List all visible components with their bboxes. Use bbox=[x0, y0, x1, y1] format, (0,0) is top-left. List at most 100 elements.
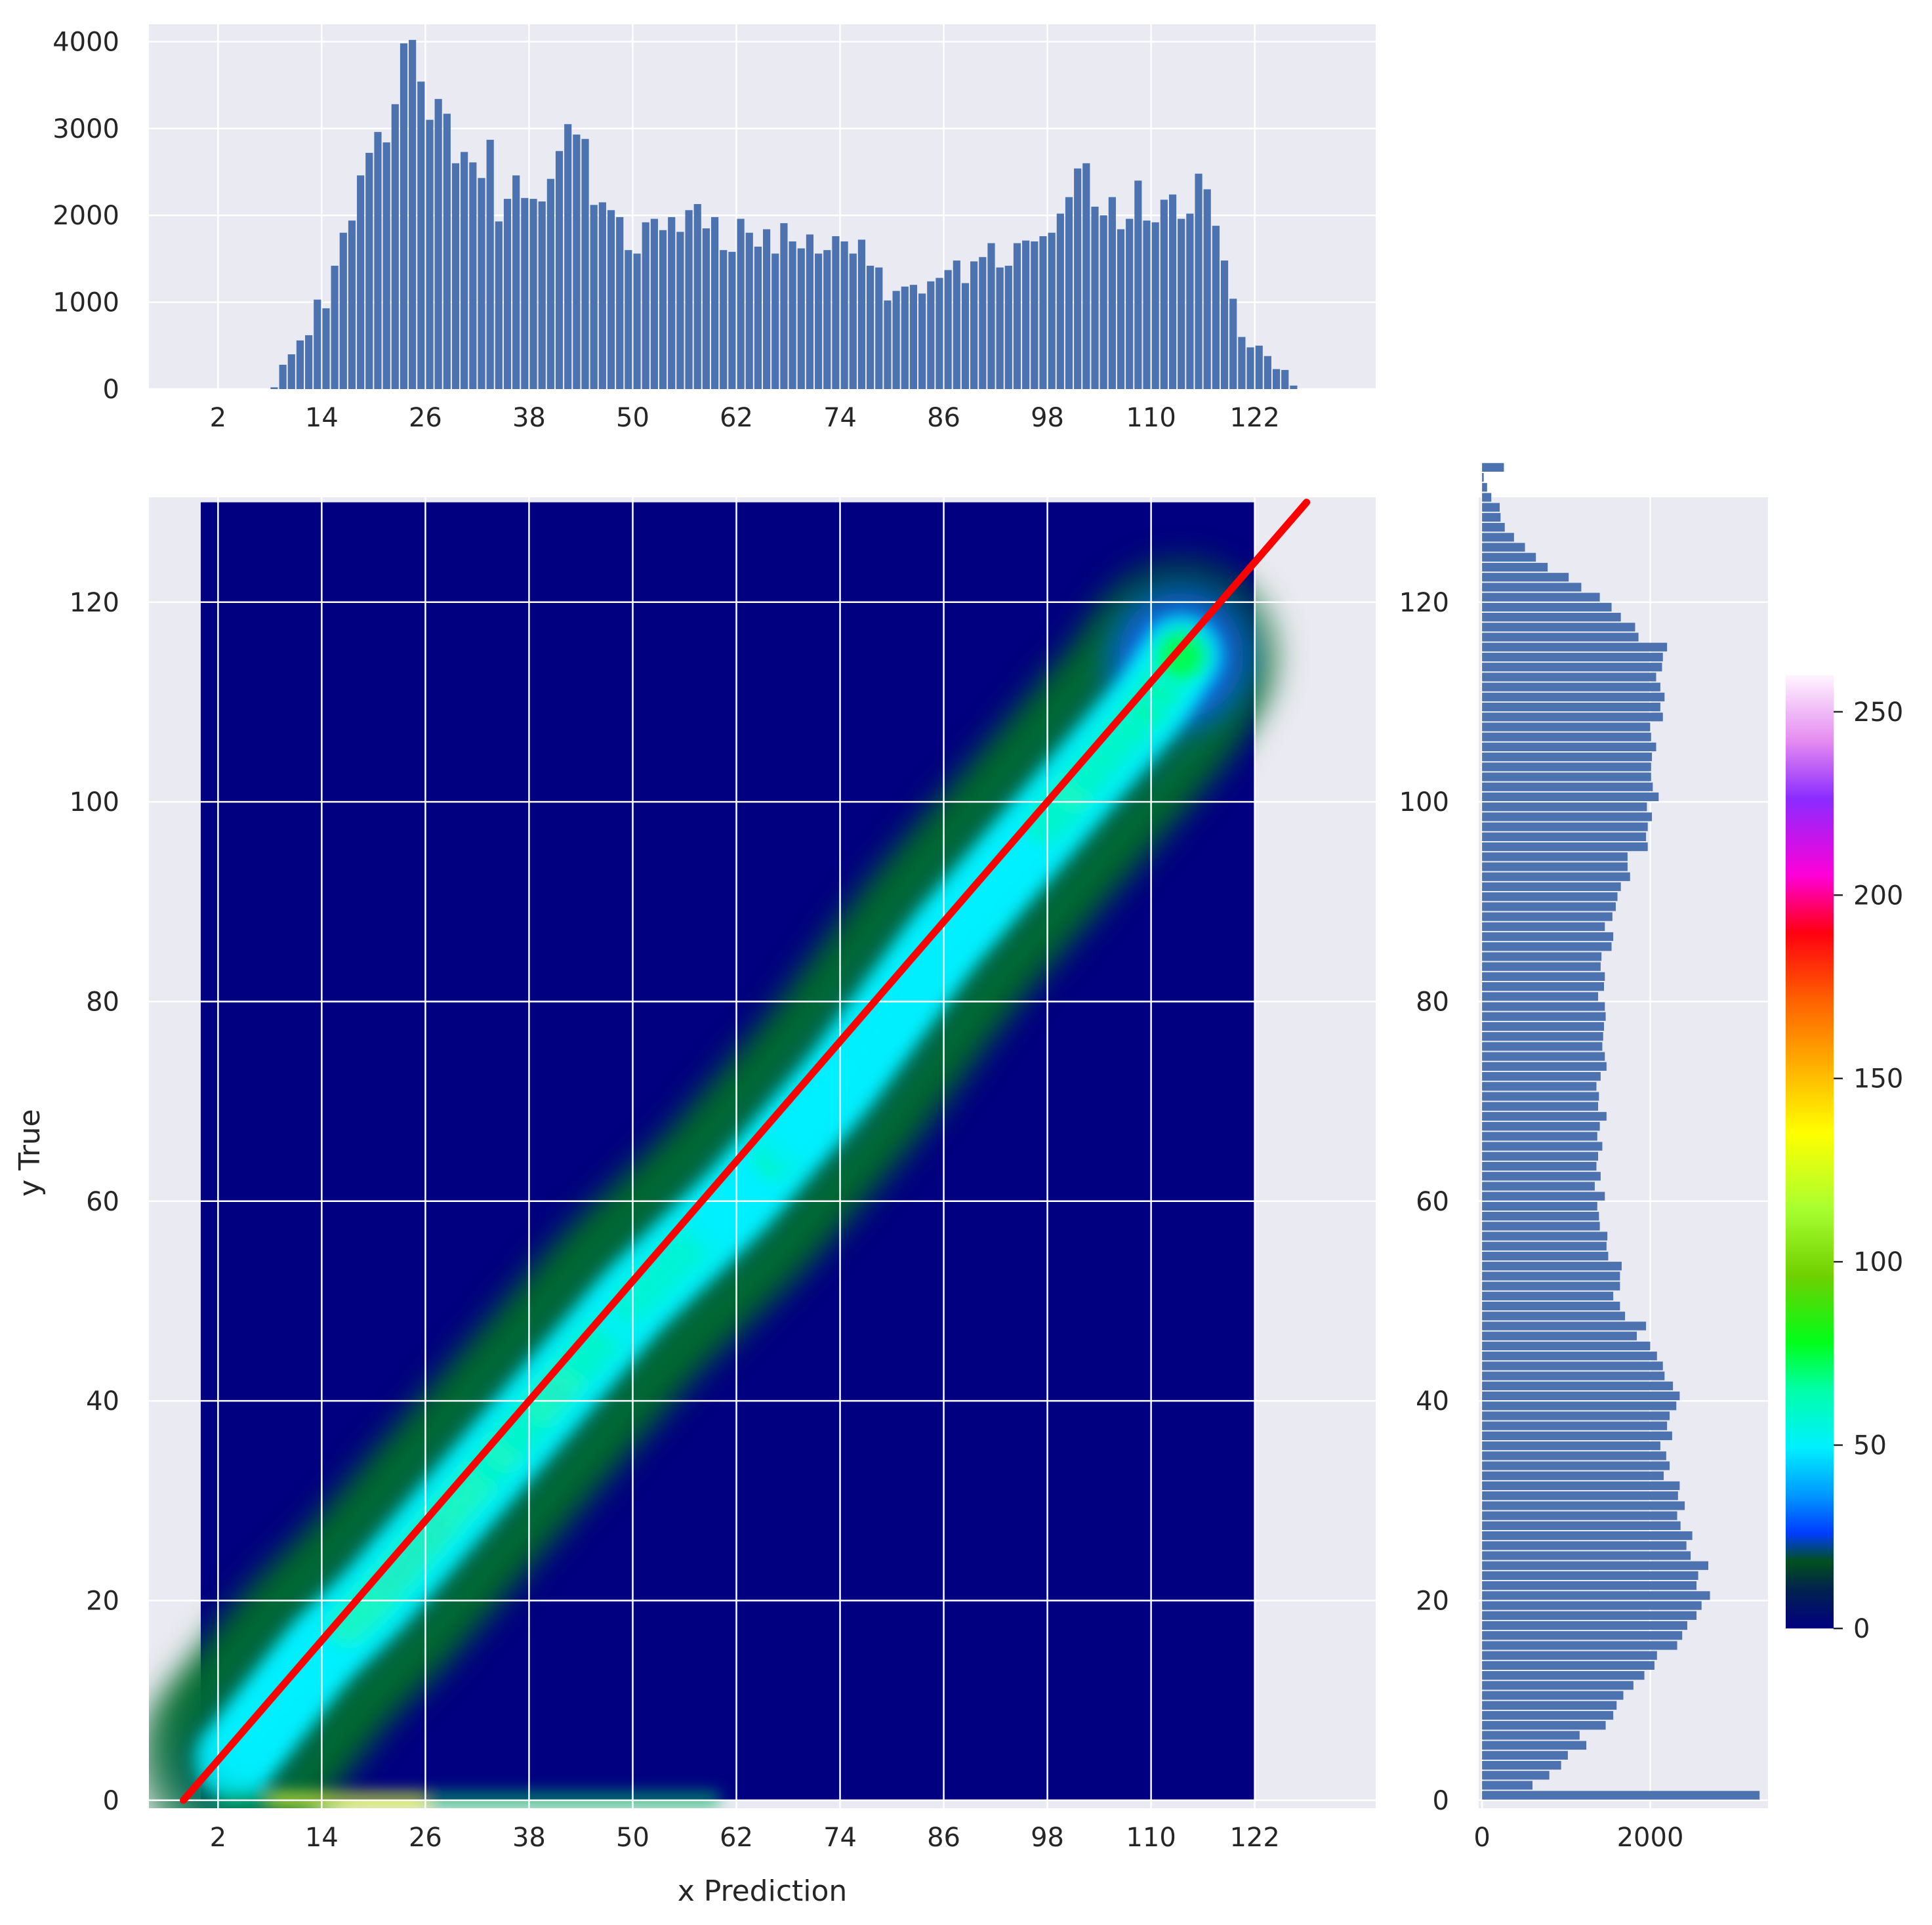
right-histogram-bar bbox=[1482, 1401, 1677, 1411]
right-histogram-bar bbox=[1482, 503, 1500, 512]
top-histogram-bar bbox=[780, 223, 788, 389]
top-histogram-bar bbox=[892, 291, 900, 389]
right-histogram-bar bbox=[1482, 1591, 1710, 1600]
right-histogram-bar bbox=[1482, 1531, 1693, 1541]
right-histogram-bar bbox=[1482, 1201, 1597, 1211]
heatmap-x-tick-label: 74 bbox=[823, 1823, 857, 1853]
right-histogram-bar bbox=[1482, 1262, 1622, 1271]
right-histogram-bar bbox=[1482, 902, 1616, 911]
top-histogram-bar bbox=[979, 257, 987, 389]
right-histogram-bar bbox=[1482, 832, 1647, 841]
top-histogram-bar bbox=[823, 250, 831, 389]
top-histogram-bar bbox=[503, 199, 512, 389]
right-histogram-bar bbox=[1482, 592, 1600, 602]
right-y-tick-label: 100 bbox=[1399, 787, 1449, 818]
top-histogram-bar bbox=[1031, 241, 1038, 389]
top-histogram-bar bbox=[1100, 215, 1107, 389]
top-x-tick-label: 14 bbox=[305, 403, 339, 433]
top-histogram-bar bbox=[409, 39, 417, 390]
right-histogram-bar bbox=[1482, 1781, 1533, 1790]
top-histogram-bar bbox=[495, 221, 503, 389]
top-histogram-bar bbox=[953, 260, 960, 389]
top-histogram-bar bbox=[590, 205, 598, 389]
right-histogram-bar bbox=[1482, 1631, 1683, 1640]
top-histogram-bar bbox=[1143, 220, 1151, 389]
top-y-tick-label: 0 bbox=[103, 375, 119, 405]
right-histogram-bar bbox=[1482, 1561, 1708, 1570]
right-histogram-bar bbox=[1482, 1661, 1655, 1670]
top-x-tick-label: 122 bbox=[1229, 403, 1279, 433]
right-histogram-bar bbox=[1482, 762, 1651, 772]
top-histogram-bar bbox=[728, 251, 736, 389]
right-histogram-bar bbox=[1482, 1002, 1605, 1011]
right-histogram-bar bbox=[1482, 1411, 1670, 1420]
right-histogram-bar bbox=[1482, 543, 1525, 552]
top-y-tick-label: 1000 bbox=[52, 288, 119, 318]
right-histogram-bar bbox=[1482, 1151, 1599, 1161]
right-histogram-bar bbox=[1482, 1471, 1664, 1480]
top-histogram-bar bbox=[573, 135, 581, 389]
right-histogram-bar bbox=[1482, 1182, 1595, 1191]
top-histogram-bar bbox=[365, 152, 373, 389]
top-histogram-bar bbox=[685, 210, 693, 389]
top-histogram-bar bbox=[1048, 232, 1056, 389]
colorbar-tick-label: 0 bbox=[1853, 1614, 1870, 1644]
top-histogram-bar bbox=[538, 201, 546, 389]
right-histogram-bar bbox=[1482, 1371, 1665, 1380]
right-histogram-bar bbox=[1482, 1721, 1606, 1730]
top-histogram-bar bbox=[961, 283, 970, 389]
right-histogram-bar bbox=[1482, 882, 1621, 892]
right-histogram-bar bbox=[1482, 1621, 1687, 1630]
right-histogram-bar bbox=[1482, 1671, 1645, 1680]
top-histogram-bar bbox=[1186, 213, 1194, 389]
top-histogram-bar bbox=[693, 204, 701, 389]
right-histogram-bar bbox=[1482, 1341, 1651, 1351]
top-histogram-bar bbox=[633, 253, 641, 389]
right-histogram-bar bbox=[1482, 992, 1599, 1001]
top-histogram-bar bbox=[374, 132, 382, 389]
right-histogram-bar bbox=[1482, 952, 1602, 961]
heatmap-y-tick-label: 0 bbox=[103, 1786, 119, 1816]
top-histogram-bar bbox=[745, 232, 753, 389]
heatmap-x-tick-label: 50 bbox=[616, 1823, 649, 1853]
right-histogram-x-tick-labels: 0 2000 bbox=[1473, 1823, 1683, 1853]
right-x-tick-label: 0 bbox=[1473, 1823, 1490, 1853]
right-histogram-bar bbox=[1482, 1352, 1657, 1361]
top-x-tick-label: 74 bbox=[823, 403, 857, 433]
top-histogram-bar bbox=[642, 222, 649, 389]
top-histogram-bar bbox=[1290, 385, 1298, 389]
top-histogram-bar bbox=[1203, 189, 1211, 389]
top-y-tick-label: 4000 bbox=[52, 27, 119, 57]
top-histogram-bar bbox=[357, 175, 365, 389]
right-histogram-bar bbox=[1482, 1381, 1674, 1390]
right-histogram-bar bbox=[1482, 852, 1628, 861]
top-histogram-bar bbox=[815, 253, 823, 389]
right-histogram-bar bbox=[1482, 1191, 1605, 1201]
top-histogram-bar bbox=[1082, 163, 1090, 390]
top-histogram-bar bbox=[901, 286, 909, 389]
heatmap-density-core bbox=[194, 614, 1222, 1806]
right-histogram-bar bbox=[1482, 1022, 1605, 1031]
right-histogram-bar bbox=[1482, 1291, 1614, 1300]
top-histogram-bar bbox=[1056, 213, 1064, 389]
top-histogram-y-tick-labels: 0 1000 2000 3000 4000 bbox=[52, 27, 119, 405]
right-histogram-bar bbox=[1482, 1641, 1677, 1650]
heatmap-x-tick-label: 110 bbox=[1126, 1823, 1176, 1853]
right-histogram-bar bbox=[1482, 802, 1647, 812]
top-histogram-bar bbox=[461, 152, 468, 389]
top-histogram-bar bbox=[789, 241, 796, 389]
colorbar-tick-label: 100 bbox=[1853, 1247, 1903, 1277]
top-histogram-bar bbox=[1255, 345, 1263, 389]
right-histogram-bar bbox=[1482, 512, 1501, 522]
right-histogram-bar bbox=[1482, 1501, 1685, 1510]
right-histogram-bar bbox=[1482, 1331, 1637, 1340]
top-histogram-grid bbox=[149, 24, 1376, 390]
right-x-tick-label: 2000 bbox=[1617, 1823, 1684, 1853]
top-x-tick-label: 62 bbox=[720, 403, 753, 433]
right-histogram-bar bbox=[1482, 1391, 1680, 1401]
right-histogram-bar bbox=[1482, 1042, 1603, 1051]
colorbar-tick-label: 200 bbox=[1853, 880, 1903, 911]
right-histogram-bar bbox=[1482, 623, 1635, 632]
top-histogram-bar bbox=[840, 241, 848, 389]
right-histogram-bar bbox=[1482, 632, 1639, 642]
